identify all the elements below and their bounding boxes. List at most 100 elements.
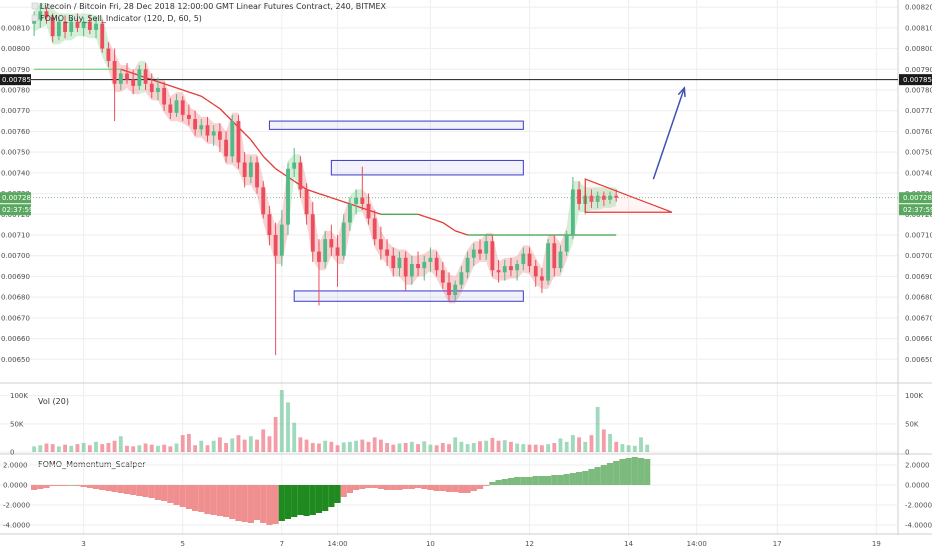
time-axis-label: 14 [624,540,633,548]
candle-body [50,17,55,37]
candle-body [230,121,235,157]
left-price-tick-label: 0.00710 [1,232,30,240]
fomo-band-segment [510,255,518,279]
momentum-bar [402,485,409,489]
momentum-bar [606,463,614,485]
moving-average-segment [182,89,190,93]
momentum-bar [538,476,546,485]
left-price-tick-label: 0.00790 [1,66,30,74]
moving-average-segment [225,114,233,122]
volume-bar [125,445,129,452]
volume-bar [63,444,67,452]
fomo-band-segment [188,106,196,138]
momentum-bar [359,485,366,489]
price-tick-label: 0.00750 [905,149,932,157]
volume-bar [186,433,191,452]
momentum-bar [229,485,236,519]
candle-body [378,239,383,250]
momentum-bar [260,485,267,523]
last-price-tag-left-bg [0,192,31,204]
momentum-bar [99,485,106,490]
moving-average-segment [331,197,338,201]
fomo-band-segment [430,249,437,279]
target-price-tag-left-bg [0,74,31,86]
fomo-band-segment [89,13,97,39]
moving-average-segment [244,133,252,141]
moving-average-segment [436,219,444,224]
moving-average-segment [176,87,183,91]
candle-body [564,235,569,252]
moving-average-segment [188,91,196,95]
price-tick-label: 0.00680 [905,294,932,302]
volume-bar [459,441,464,452]
volume-bar [521,444,526,452]
time-axis-label: 12 [525,540,534,548]
momentum-bar [61,485,69,486]
momentum-bar [594,467,601,485]
price-tick-label: 0.00790 [905,66,932,74]
momentum-bar [204,485,211,514]
volume-bar [168,446,173,452]
moving-average-segment [275,168,283,174]
candle-body [502,266,507,273]
momentum-bar [526,477,533,485]
volume-bar [255,439,259,452]
moving-average-segment [170,85,177,89]
price-tick-label: 0.00780 [905,87,932,95]
price-tick-label: 0.00810 [905,24,932,32]
volume-bar [292,422,297,452]
fomo-band-segment [176,92,183,124]
pennant-triangle [584,178,673,213]
price-tick-label: 0.00690 [905,273,932,281]
momentum-bar [272,485,279,524]
momentum-bar [545,476,552,485]
momentum-bar [551,475,558,485]
volume-bar [608,433,612,452]
moving-average-segment [126,70,134,75]
momentum-bar [427,485,434,490]
fomo-band-segment [597,187,604,211]
momentum-bar [173,485,180,505]
candle-body [69,21,74,32]
projection-arrow-head [677,86,686,97]
projection-arrow-shaft [652,87,686,180]
momentum-bar [470,485,477,491]
momentum-bar [43,485,50,488]
moving-average-segment [200,95,208,101]
candle-body [211,131,216,136]
volume-bar [230,438,235,452]
moving-average-segment [461,232,468,236]
momentum-bar [495,480,502,485]
candle-body [385,249,390,256]
volume-bar [385,442,390,452]
volume-tick-label: 0 [905,449,909,457]
volume-bar [589,435,594,452]
momentum-bar [582,471,589,485]
momentum-bar [278,485,285,521]
fomo-band-segment [498,257,505,281]
volume-bar [484,440,489,452]
momentum-bar [520,477,527,485]
momentum-bar [315,485,323,513]
volume-bar [360,439,365,452]
fomo-band-segment [120,65,127,93]
candle-body [143,69,148,84]
price-zone-rect [293,290,524,302]
volume-bar [490,437,495,452]
candle-body [527,253,532,267]
fomo-band-segment [213,123,220,148]
volume-bar [131,446,136,452]
symbol-marker [31,2,39,10]
momentum-bar [37,485,44,489]
candle-body [186,114,191,119]
momentum-bar [86,485,93,488]
left-price-tick-label: 0.00680 [1,294,30,302]
volume-bar [539,445,544,452]
volume-bar [298,437,303,452]
momentum-bar [458,485,465,493]
volume-bar [94,441,98,452]
last-price-tag-left: 0.00728 [2,194,31,202]
candle-body [317,251,321,262]
volume-tick-label-left: 50K [10,420,24,428]
